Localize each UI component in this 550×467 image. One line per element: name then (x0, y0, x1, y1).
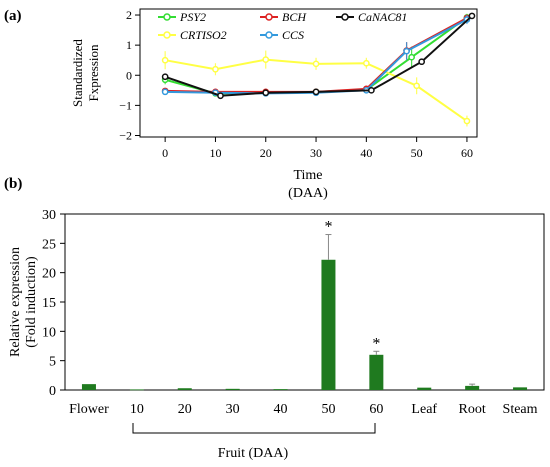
x-tick-label-60: 60 (369, 402, 383, 417)
x-tick-label-40: 40 (274, 402, 288, 417)
fruit-group-label: Fruit (DAA) (218, 446, 289, 461)
panel-a-y-tick-label: 1 (126, 38, 132, 52)
data-point (413, 82, 420, 90)
legend-swatch-marker (163, 13, 171, 21)
x-tick-label-leaf: Leaf (411, 402, 437, 417)
series-psy2 (161, 13, 471, 97)
significance-marker: * (324, 219, 332, 236)
bar-60 (369, 354, 384, 390)
panel-b-y-tick-label: 0 (49, 384, 56, 399)
legend-item-crtiso2: CRTISO2 (158, 28, 227, 42)
data-point (161, 73, 169, 81)
legend-label: BCH (282, 10, 307, 24)
panel-a-y-tick-label: −2 (119, 128, 132, 142)
legend-label: CaNAC81 (358, 10, 407, 24)
panel-b-y-ticks: 0 5 10 15 20 25 30 (42, 208, 65, 399)
data-point (403, 47, 410, 55)
x-tick-label-flower: Flower (69, 402, 109, 417)
panel-a-label: (a) (4, 8, 22, 24)
data-point (312, 88, 320, 96)
data-point (362, 59, 370, 67)
panel-a-y-ticks: −2 −1 0 1 2 (119, 8, 140, 142)
bar-leaf (417, 387, 432, 390)
panel-a-ylabel-line2: Fxpression (86, 44, 101, 102)
legend-swatch-marker (265, 31, 273, 39)
panel-a-x-ticks: 0 10 20 30 40 50 60 (162, 137, 473, 160)
panel-a-x-tick-label: 0 (162, 146, 168, 160)
panel-a-series-group (161, 12, 476, 127)
significance-marker: * (372, 335, 380, 352)
panel-b-label: (b) (4, 176, 22, 192)
legend-item-ccs: CCS (260, 28, 304, 42)
data-point (212, 65, 219, 73)
panel-b-y-tick-label: 5 (49, 355, 56, 370)
panel-a-x-tick-label: 50 (411, 146, 423, 160)
panel-a-y-tick-label: 0 (126, 68, 132, 82)
panel-a-xlabel-line1: Time (293, 168, 322, 183)
panel-b-ylabel-line2: (Fold induction) (24, 256, 39, 348)
panel-a-y-tick-label: −1 (119, 98, 132, 112)
x-tick-label-50: 50 (321, 402, 335, 417)
legend-label: PSY2 (179, 10, 206, 24)
bar-flower (81, 384, 96, 390)
legend-swatch-marker (163, 31, 171, 39)
x-tick-label-10: 10 (130, 402, 144, 417)
data-point (418, 58, 426, 66)
series-canac81 (161, 12, 476, 100)
bar-10 (129, 389, 144, 391)
data-point (312, 60, 320, 68)
data-point (262, 89, 270, 97)
data-point (463, 117, 471, 125)
x-tick-label-steam: Steam (503, 402, 538, 417)
panel-a-x-tick-label: 60 (461, 146, 473, 160)
legend-item-bch: BCH (260, 10, 307, 24)
data-point (161, 88, 169, 96)
bar-steam (513, 387, 528, 390)
panel-b-bars-group: ** (81, 219, 528, 391)
panel-b-ylabel-line1: Relative expression (8, 247, 23, 357)
panel-b-y-tick-label: 30 (42, 208, 56, 223)
panel-a-x-tick-label: 40 (360, 146, 372, 160)
bar-50 (321, 259, 336, 390)
bar-20 (177, 388, 192, 390)
panel-b-plot-frame (64, 213, 545, 391)
bar-40 (273, 389, 288, 390)
panel-a-y-tick-label: 2 (126, 8, 132, 22)
panel-b-x-tick-labels: Flower 10 20 30 40 50 60 Leaf Root Steam (69, 402, 538, 417)
data-point (217, 92, 224, 100)
legend-swatch-marker (265, 13, 273, 21)
bar-30 (225, 388, 240, 390)
panel-a-axes (139, 8, 478, 138)
legend-label: CCS (282, 28, 304, 42)
x-tick-label-30: 30 (226, 402, 240, 417)
panel-a-plot-frame (139, 8, 478, 138)
panel-a-ylabel-line1: Standardized (70, 39, 85, 107)
panel-b-y-tick-label: 25 (42, 237, 56, 252)
panel-a-x-tick-label: 20 (260, 146, 272, 160)
legend-item-canac81: CaNAC81 (336, 10, 407, 24)
legend-swatch-marker (341, 13, 349, 21)
legend-label: CRTISO2 (180, 28, 227, 42)
panel-a-x-tick-label: 30 (310, 146, 322, 160)
panel-a-xlabel-line2: (DAA) (288, 186, 328, 201)
panel-b-axes (64, 213, 545, 391)
panel-b-y-tick-label: 15 (42, 296, 56, 311)
panel-a-legend: PSY2 BCH CaNAC81 CRTISO2 CCS (158, 10, 407, 42)
x-tick-label-20: 20 (178, 402, 192, 417)
data-point (408, 53, 415, 61)
panel-a-x-tick-label: 10 (209, 146, 221, 160)
bar-root (465, 385, 480, 390)
data-point (161, 56, 169, 64)
fruit-group-bracket (132, 423, 376, 434)
data-point (368, 86, 375, 94)
data-point (468, 12, 476, 20)
series-crtiso2 (161, 50, 471, 127)
panel-b-y-tick-label: 20 (42, 267, 56, 282)
series-bch (161, 14, 471, 96)
data-point (262, 56, 270, 63)
x-tick-label-root: Root (459, 402, 486, 417)
legend-item-psy2: PSY2 (158, 10, 206, 24)
panel-b-y-tick-label: 10 (42, 325, 56, 340)
